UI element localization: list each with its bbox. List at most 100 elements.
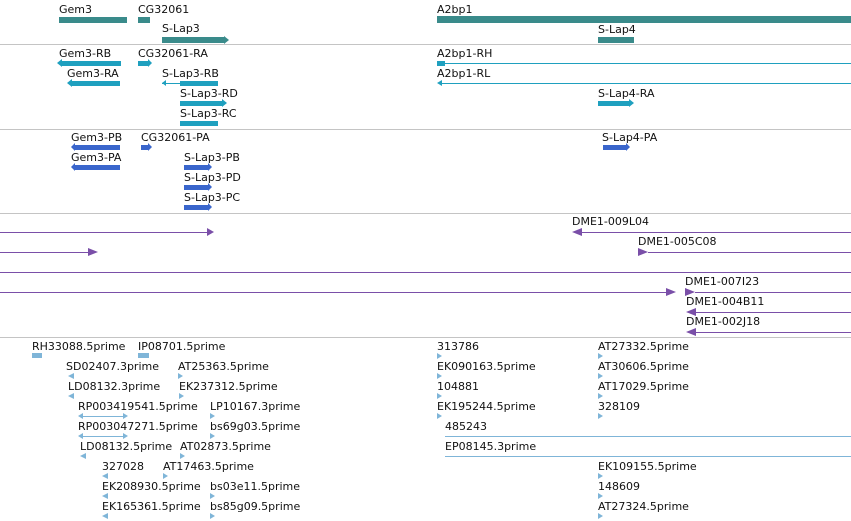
est-arrow-icon[interactable] [78,433,83,439]
est-label[interactable]: AT25363.5prime [178,360,269,373]
clone-label[interactable]: DME1-009L04 [572,215,649,228]
protein-label[interactable]: S-Lap3-PB [184,151,240,164]
est-label[interactable]: EP08145.3prime [445,440,537,453]
clone-label[interactable]: DME1-007I23 [685,275,760,288]
est-label[interactable]: SD02407.3prime [66,360,159,373]
transcript-label[interactable]: S-Lap3-RB [162,67,219,80]
est-label[interactable]: AT17029.5prime [598,380,689,393]
est-label[interactable]: 485243 [445,420,487,433]
est-arrow-icon[interactable] [437,353,442,359]
clone-line[interactable] [0,252,88,253]
clone-line[interactable] [0,232,207,233]
clone-line[interactable] [696,312,851,313]
est-line[interactable] [445,456,851,457]
transcript-feature[interactable] [598,101,629,106]
transcript-feature[interactable] [62,61,121,66]
transcript-feature[interactable] [180,81,218,86]
est-label[interactable]: 327028 [102,460,144,473]
gene-label[interactable]: S-Lap4 [598,23,636,36]
transcript-feature[interactable] [138,61,148,66]
protein-label[interactable]: Gem3-PB [71,131,123,144]
protein-feature[interactable] [184,185,208,190]
protein-feature[interactable] [75,165,120,170]
transcript-feature[interactable] [72,81,120,86]
est-label[interactable]: 148609 [598,480,640,493]
est-label[interactable]: RP003047271.5prime [78,420,198,433]
est-label[interactable]: EK109155.5prime [598,460,697,473]
protein-feature[interactable] [141,145,148,150]
clone-line[interactable] [0,292,666,293]
est-feature[interactable] [138,353,149,358]
est-feature[interactable] [32,353,42,358]
clone-line[interactable] [648,252,851,253]
clone-label[interactable]: DME1-005C08 [638,235,717,248]
transcript-label[interactable]: S-Lap3-RD [180,87,238,100]
est-arrow-icon[interactable] [598,353,603,359]
est-label[interactable]: AT27332.5prime [598,340,689,353]
clone-line[interactable] [695,292,851,293]
est-line[interactable] [445,436,851,437]
est-label[interactable]: LD08132.5prime [80,440,173,453]
est-label[interactable]: 313786 [437,340,479,353]
protein-feature[interactable] [184,205,208,210]
transcript-feature[interactable] [180,101,222,106]
est-arrow-icon[interactable] [102,493,108,499]
est-label[interactable]: IP08701.5prime [138,340,226,353]
gene-feature[interactable] [437,16,851,23]
clone-line[interactable] [0,272,851,273]
est-arrow-icon[interactable] [598,473,603,479]
protein-label[interactable]: S-Lap4-PA [602,131,658,144]
est-label[interactable]: bs85g09.5prime [210,500,301,513]
gene-label[interactable]: S-Lap3 [162,22,200,35]
protein-feature[interactable] [75,145,120,150]
transcript-label[interactable]: A2bp1-RH [437,47,493,60]
transcript-feature[interactable] [437,61,445,66]
protein-feature[interactable] [184,165,208,170]
transcript-feature[interactable] [180,121,218,126]
gene-feature[interactable] [138,17,150,23]
est-arrow-icon[interactable] [123,413,128,419]
clone-label[interactable]: DME1-002J18 [686,315,761,328]
est-arrow-icon[interactable] [598,413,603,419]
gene-label[interactable]: A2bp1 [437,3,473,16]
clone-label[interactable]: DME1-004B11 [686,295,765,308]
est-arrow-icon[interactable] [437,373,442,379]
protein-label[interactable]: S-Lap3-PD [184,171,241,184]
est-label[interactable]: 328109 [598,400,640,413]
transcript-label[interactable]: A2bp1-RL [437,67,491,80]
est-arrow-icon[interactable] [437,393,442,399]
est-label[interactable]: LD08132.3prime [68,380,161,393]
est-label[interactable]: AT30606.5prime [598,360,689,373]
est-label[interactable]: 104881 [437,380,479,393]
transcript-label[interactable]: S-Lap3-RC [180,107,237,120]
est-arrow-icon[interactable] [210,433,215,439]
est-label[interactable]: EK090163.5prime [437,360,536,373]
est-arrow-icon[interactable] [163,473,168,479]
est-label[interactable]: RP003419541.5prime [78,400,198,413]
protein-label[interactable]: CG32061-PA [141,131,210,144]
est-arrow-icon[interactable] [78,413,83,419]
est-arrow-icon[interactable] [598,393,603,399]
transcript-label[interactable]: CG32061-RA [138,47,208,60]
est-arrow-icon[interactable] [210,413,215,419]
est-arrow-icon[interactable] [598,493,603,499]
protein-feature[interactable] [603,145,626,150]
est-label[interactable]: AT27324.5prime [598,500,689,513]
est-arrow-icon[interactable] [437,413,442,419]
est-label[interactable]: EK165361.5prime [102,500,201,513]
gene-feature[interactable] [59,17,127,23]
clone-line[interactable] [696,332,851,333]
est-label[interactable]: EK208930.5prime [102,480,201,493]
est-label[interactable]: EK237312.5prime [179,380,278,393]
transcript-label[interactable]: Gem3-RB [59,47,112,60]
est-label[interactable]: bs69g03.5prime [210,420,301,433]
est-arrow-icon[interactable] [123,433,128,439]
est-arrow-icon[interactable] [178,373,183,379]
transcript-label[interactable]: Gem3-RA [67,67,119,80]
est-label[interactable]: LP10167.3prime [210,400,301,413]
gene-feature[interactable] [598,37,634,43]
est-arrow-icon[interactable] [210,493,215,499]
est-label[interactable]: bs03e11.5prime [210,480,301,493]
est-arrow-icon[interactable] [102,513,108,519]
est-label[interactable]: AT17463.5prime [163,460,254,473]
